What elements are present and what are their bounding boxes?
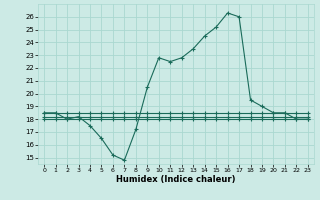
X-axis label: Humidex (Indice chaleur): Humidex (Indice chaleur) — [116, 175, 236, 184]
